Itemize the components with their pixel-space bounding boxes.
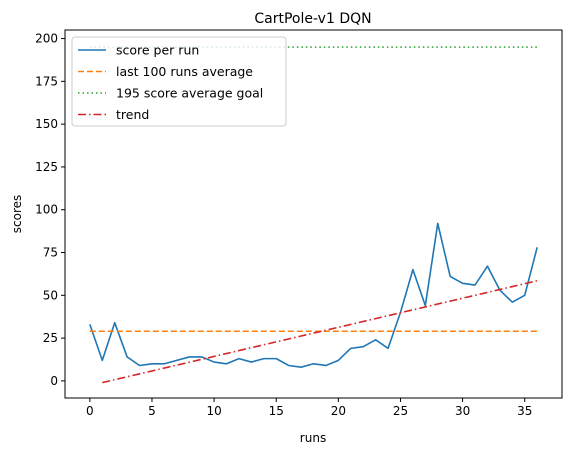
y-axis: 0 25 50 75 100 125 150 175 200 [35, 32, 65, 388]
x-tick-label: 20 [331, 404, 346, 418]
y-tick-label: 25 [43, 331, 58, 345]
legend-label: 195 score average goal [116, 86, 263, 101]
y-tick-label: 175 [35, 74, 58, 88]
x-tick-label: 35 [517, 404, 532, 418]
x-tick-label: 15 [269, 404, 284, 418]
legend-label: trend [116, 107, 149, 122]
series-line-score-per-run [89, 222, 538, 368]
y-tick-label: 75 [43, 246, 58, 260]
y-tick-label: 0 [50, 374, 58, 388]
legend: score per run last 100 runs average 195 sc… [71, 36, 287, 127]
x-tick-label: 30 [455, 404, 470, 418]
y-tick-label: 100 [35, 203, 58, 217]
series-line-trend [102, 279, 538, 384]
y-axis-label: scores [10, 195, 24, 234]
x-tick-label: 10 [206, 404, 221, 418]
y-tick-label: 150 [35, 117, 58, 131]
series-layer [89, 46, 538, 384]
legend-label: last 100 runs average [116, 64, 253, 79]
x-tick-label: 5 [148, 404, 156, 418]
y-tick-label: 200 [35, 32, 58, 46]
x-axis-label: runs [300, 431, 326, 445]
x-tick-label: 25 [393, 404, 408, 418]
legend-box [71, 36, 287, 127]
y-tick-label: 125 [35, 160, 58, 174]
x-axis: 0 5 10 15 20 25 30 35 [86, 398, 532, 418]
plot-frame [64, 29, 563, 399]
x-tick-label: 0 [86, 404, 94, 418]
legend-label: score per run [116, 43, 199, 58]
chart-title: CartPole-v1 DQN [254, 11, 371, 27]
y-tick-label: 50 [43, 288, 58, 302]
